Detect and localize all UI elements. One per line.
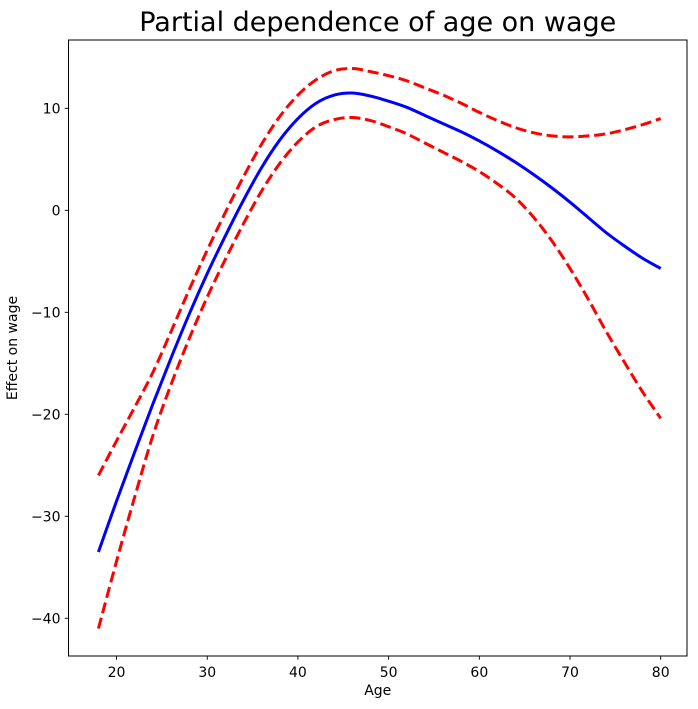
chart-title: Partial dependence of age on wage xyxy=(139,7,616,38)
x-axis-label: Age xyxy=(364,683,391,699)
lower-confidence-band-line xyxy=(96,115,662,629)
x-tick-label: 70 xyxy=(561,665,579,681)
upper-confidence-band-line xyxy=(97,67,662,477)
y-tick-label: −40 xyxy=(31,611,61,627)
plot-layer xyxy=(96,67,662,629)
x-tick-label: 60 xyxy=(470,665,488,681)
y-tick-label: −20 xyxy=(31,407,61,423)
y-tick-label: −10 xyxy=(31,305,61,321)
y-tick-label: −30 xyxy=(31,509,61,525)
axes-frame xyxy=(68,39,688,657)
tick-layer: 20 30 40 50 60 70 80 10 0 −10 −20 −30 −40 xyxy=(31,101,670,681)
x-tick-label: 50 xyxy=(380,665,398,681)
x-tick-label: 30 xyxy=(198,665,216,681)
partial-dependence-fit-line xyxy=(97,91,662,553)
x-tick-label: 40 xyxy=(289,665,307,681)
x-tick-label: 20 xyxy=(108,665,126,681)
y-tick-label: 0 xyxy=(52,203,61,219)
y-tick-label: 10 xyxy=(43,101,61,117)
y-axis-label: Effect on wage xyxy=(5,296,21,400)
x-tick-label: 80 xyxy=(652,665,670,681)
